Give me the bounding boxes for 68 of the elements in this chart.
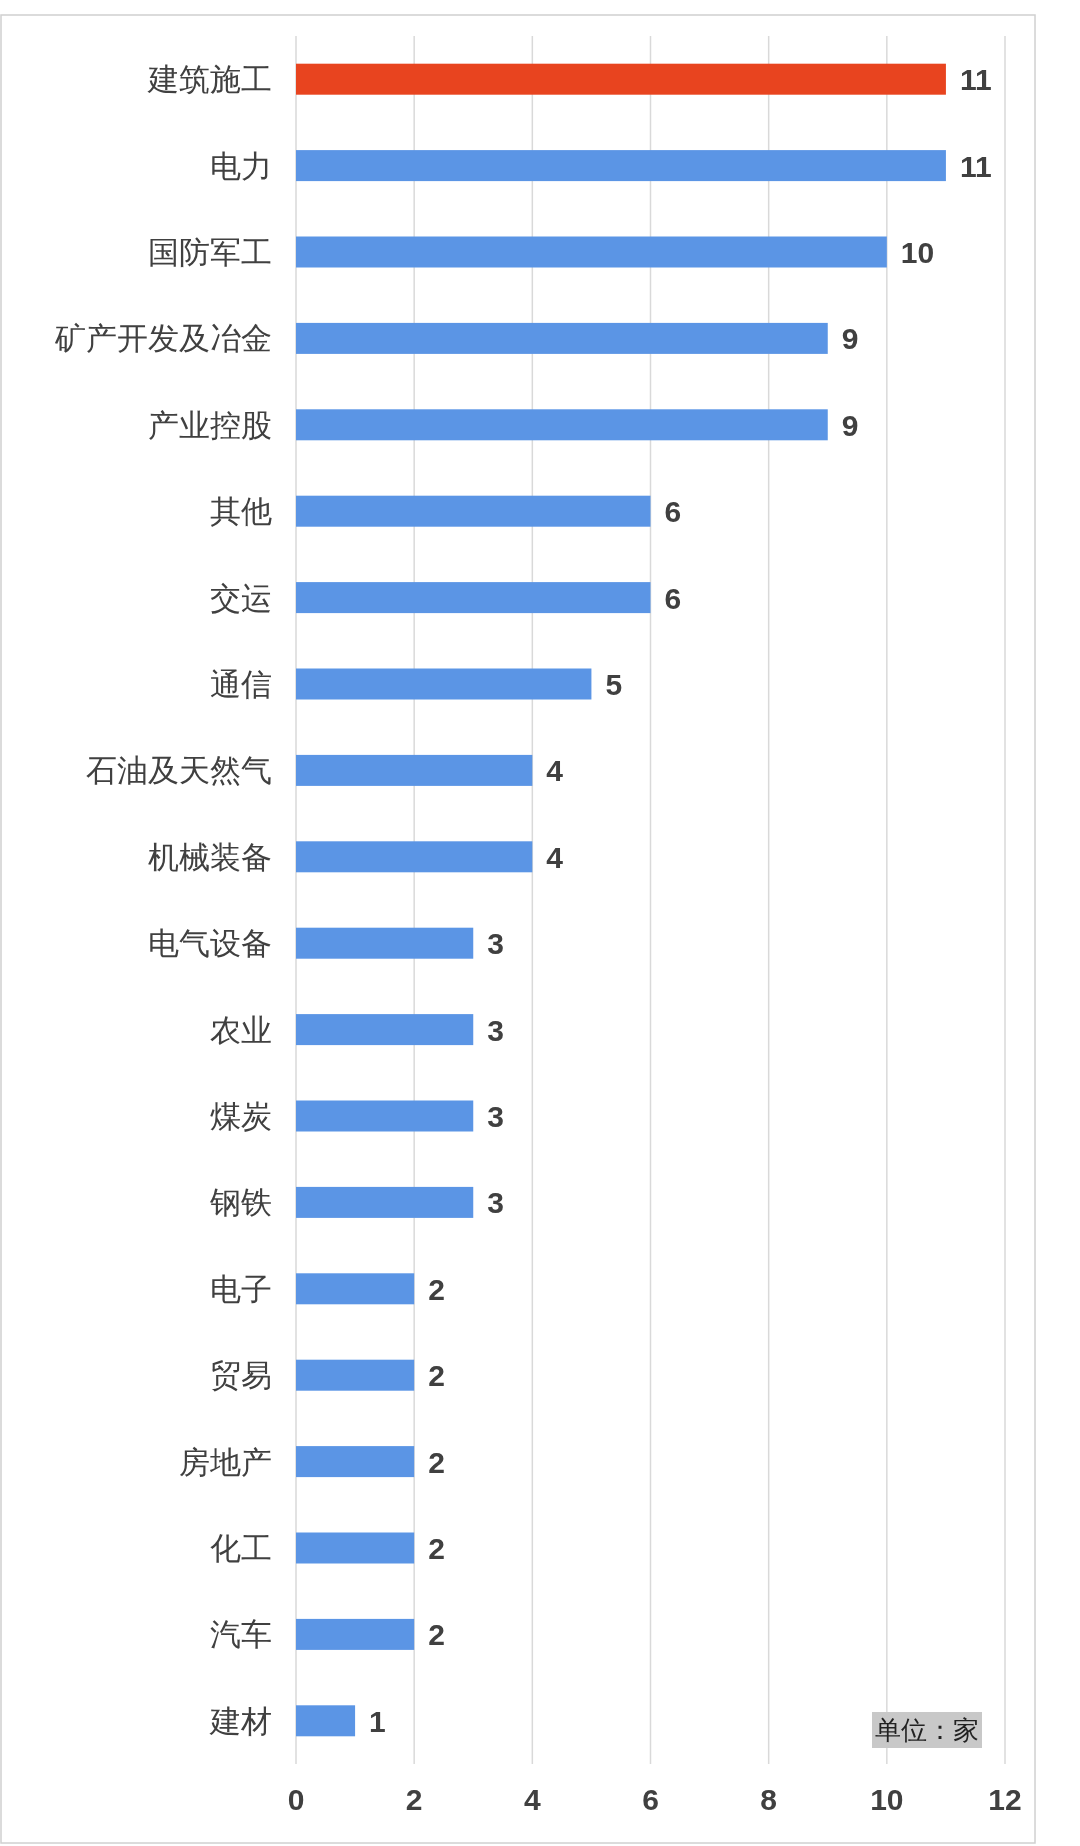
data-label: 3 xyxy=(487,1013,504,1047)
data-label: 3 xyxy=(487,1186,504,1220)
data-label: 1 xyxy=(369,1704,386,1738)
bar xyxy=(296,841,533,873)
data-label: 2 xyxy=(428,1618,445,1652)
data-label: 11 xyxy=(959,63,992,97)
y-tick-label: 化工 xyxy=(210,1531,272,1566)
y-tick-label: 通信 xyxy=(210,667,272,702)
bar xyxy=(296,1532,415,1564)
y-tick-label: 贸易 xyxy=(210,1358,272,1394)
data-label: 4 xyxy=(546,840,564,874)
data-label: 9 xyxy=(841,322,859,356)
y-tick-label: 电子 xyxy=(210,1271,272,1307)
data-label: 11 xyxy=(959,149,992,183)
data-label: 9 xyxy=(841,408,859,442)
y-tick-label: 电气设备 xyxy=(148,926,272,962)
data-label: 4 xyxy=(546,754,564,788)
y-tick-label: 其他 xyxy=(210,494,272,530)
y-tick-label: 石油及天然气 xyxy=(86,753,272,789)
x-tick-label: 8 xyxy=(760,1783,778,1816)
bar xyxy=(296,1446,415,1478)
bar xyxy=(296,1705,356,1737)
x-tick-label: 0 xyxy=(287,1783,305,1816)
data-label: 6 xyxy=(664,581,682,615)
bar xyxy=(296,236,887,268)
data-label: 3 xyxy=(487,1100,504,1133)
y-tick-label: 国防军工 xyxy=(148,235,272,270)
data-label: 6 xyxy=(664,495,682,529)
y-tick-label: 房地产 xyxy=(179,1444,272,1480)
x-tick-label: 10 xyxy=(870,1783,904,1816)
bar xyxy=(296,495,651,527)
bar xyxy=(296,582,651,614)
x-tick-label: 4 xyxy=(523,1783,541,1816)
bar xyxy=(296,1186,474,1218)
annotation: 单位：家 xyxy=(875,1715,979,1745)
y-tick-label: 机械装备 xyxy=(148,839,272,875)
bar xyxy=(296,409,828,441)
y-tick-label: 电力 xyxy=(210,148,272,184)
data-label: 2 xyxy=(428,1272,445,1306)
data-label: 3 xyxy=(487,927,504,961)
data-label: 10 xyxy=(900,236,935,269)
data-label: 5 xyxy=(605,668,623,701)
data-label: 2 xyxy=(428,1359,445,1393)
bar xyxy=(296,322,828,354)
bar xyxy=(296,668,592,700)
bar xyxy=(296,1618,415,1650)
x-tick-label: 12 xyxy=(988,1783,1022,1816)
y-tick-label: 建材 xyxy=(209,1703,272,1739)
data-label: 2 xyxy=(428,1445,445,1479)
y-tick-label: 交运 xyxy=(210,580,272,616)
y-tick-label: 汽车 xyxy=(210,1617,272,1653)
x-tick-label: 6 xyxy=(642,1783,659,1816)
bar xyxy=(296,754,533,786)
bar xyxy=(296,1273,415,1305)
bar xyxy=(296,1359,415,1391)
y-tick-label: 钢铁 xyxy=(209,1185,272,1221)
data-label: 2 xyxy=(428,1532,445,1565)
y-tick-label: 农业 xyxy=(210,1012,272,1048)
y-tick-label: 建筑施工 xyxy=(147,62,272,98)
y-tick-label: 产业控股 xyxy=(148,407,272,443)
bar xyxy=(296,1014,474,1046)
bar xyxy=(296,63,946,95)
bar xyxy=(296,150,946,182)
bar xyxy=(296,927,474,959)
bar xyxy=(296,1100,474,1132)
x-tick-label: 2 xyxy=(405,1783,423,1816)
y-tick-label: 煤炭 xyxy=(210,1099,272,1134)
y-tick-label: 矿产开发及冶金 xyxy=(54,321,272,357)
